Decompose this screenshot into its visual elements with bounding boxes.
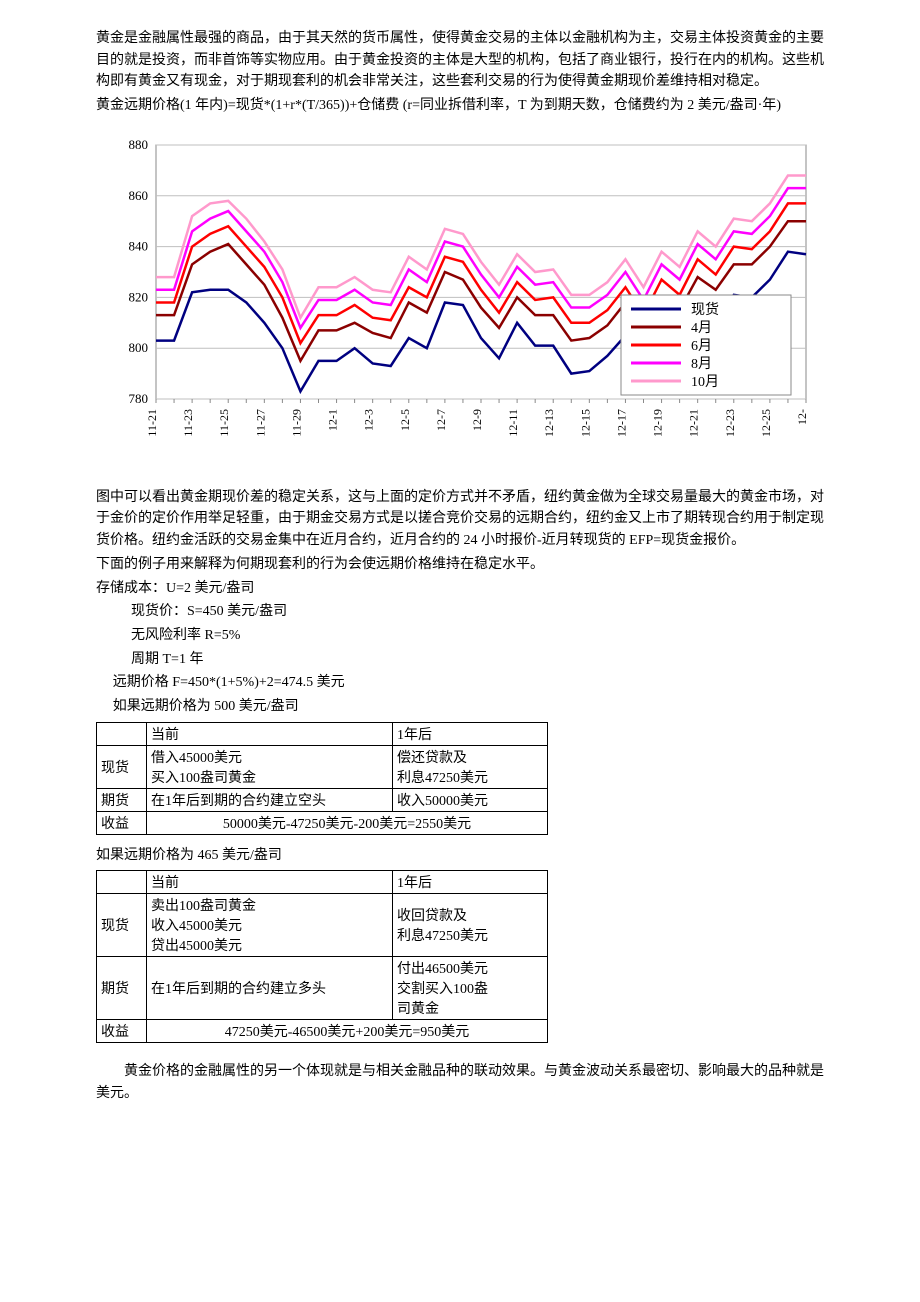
svg-text:12-21: 12-21 — [687, 409, 701, 437]
table-header: 当前 — [147, 722, 393, 745]
if-465-line: 如果远期价格为 465 美元/盎司 — [96, 845, 824, 867]
svg-text:12-7: 12-7 — [434, 409, 448, 431]
svg-text:12-17: 12-17 — [614, 409, 628, 437]
svg-text:6月: 6月 — [691, 338, 712, 354]
svg-text:820: 820 — [129, 289, 149, 304]
svg-text:11-21: 11-21 — [145, 409, 159, 437]
svg-text:780: 780 — [129, 391, 149, 406]
table-header: 1年后 — [393, 871, 548, 894]
table-header — [97, 722, 147, 745]
svg-text:12-13: 12-13 — [542, 409, 556, 437]
svg-text:12-23: 12-23 — [723, 409, 737, 437]
table-row: 现货卖出100盎司黄金 收入45000美元 贷出45000美元收回贷款及 利息4… — [97, 894, 548, 957]
svg-text:880: 880 — [129, 137, 149, 152]
svg-text:11-25: 11-25 — [217, 409, 231, 437]
table-row: 期货在1年后到期的合约建立多头付出46500美元 交割买入100盎 司黄金 — [97, 957, 548, 1020]
svg-text:12-1: 12-1 — [326, 409, 340, 431]
table-row: 收益47250美元-46500美元+200美元=950美元 — [97, 1020, 548, 1043]
example-intro: 下面的例子用来解释为何期现套利的行为会使远期价格维持在稳定水平。 — [96, 554, 824, 576]
price-chart: 780 800 820 840 860 880 11-21 11-23 11-25 11-27 11… — [96, 135, 824, 475]
table-row: 期货在1年后到期的合约建立空头收入50000美元 — [97, 788, 548, 811]
svg-text:12-3: 12-3 — [362, 409, 376, 431]
svg-text:12-11: 12-11 — [506, 409, 520, 437]
svg-text:800: 800 — [129, 340, 149, 355]
arbitrage-table-500: 当前1年后现货借入45000美元 买入100盎司黄金偿还贷款及 利息47250美… — [96, 722, 548, 835]
storage-cost-line: 存储成本：U=2 美元/盎司 — [96, 578, 824, 600]
table-header: 1年后 — [393, 722, 548, 745]
svg-text:12-25: 12-25 — [759, 409, 773, 437]
rate-line: 无风险利率 R=5% — [131, 625, 824, 647]
closing-paragraph: 黄金价格的金融属性的另一个体现就是与相关金融品种的联动效果。与黄金波动关系最密切… — [96, 1061, 824, 1104]
forward-price-line: 远期价格 F=450*(1+5%)+2=474.5 美元 — [113, 672, 824, 694]
svg-text:860: 860 — [129, 188, 149, 203]
intro-paragraph: 黄金是金融属性最强的商品，由于其天然的货币属性，使得黄金交易的主体以金融机构为主… — [96, 28, 824, 93]
svg-text:11-29: 11-29 — [289, 409, 303, 437]
table-header: 当前 — [147, 871, 393, 894]
table-row: 收益50000美元-47250美元-200美元=2550美元 — [97, 811, 548, 834]
svg-text:12-15: 12-15 — [578, 409, 592, 437]
period-line: 周期 T=1 年 — [131, 649, 824, 671]
if-500-line: 如果远期价格为 500 美元/盎司 — [113, 696, 824, 718]
svg-text:现货: 现货 — [691, 301, 719, 318]
svg-text:8月: 8月 — [691, 356, 712, 372]
chart-explain-paragraph: 图中可以看出黄金期现价差的稳定关系，这与上面的定价方式并不矛盾，纽约黄金做为全球… — [96, 487, 824, 552]
svg-text:11-27: 11-27 — [253, 409, 267, 437]
svg-text:11-23: 11-23 — [181, 409, 195, 437]
svg-text:12-: 12- — [795, 409, 809, 425]
table-row: 现货借入45000美元 买入100盎司黄金偿还贷款及 利息47250美元 — [97, 745, 548, 788]
spot-price-line: 现货价：S=450 美元/盎司 — [131, 601, 824, 623]
svg-text:4月: 4月 — [691, 320, 712, 336]
arbitrage-table-465: 当前1年后现货卖出100盎司黄金 收入45000美元 贷出45000美元收回贷款… — [96, 870, 548, 1043]
svg-text:840: 840 — [129, 238, 149, 253]
table-header — [97, 871, 147, 894]
svg-text:10月: 10月 — [691, 374, 719, 390]
svg-text:12-9: 12-9 — [470, 409, 484, 431]
svg-text:12-5: 12-5 — [398, 409, 412, 431]
svg-text:12-19: 12-19 — [651, 409, 665, 437]
formula-line: 黄金远期价格(1 年内)=现货*(1+r*(T/365))+仓储费 (r=同业拆… — [96, 95, 824, 117]
chart-svg: 780 800 820 840 860 880 11-21 11-23 11-25 11-27 11… — [96, 135, 816, 475]
